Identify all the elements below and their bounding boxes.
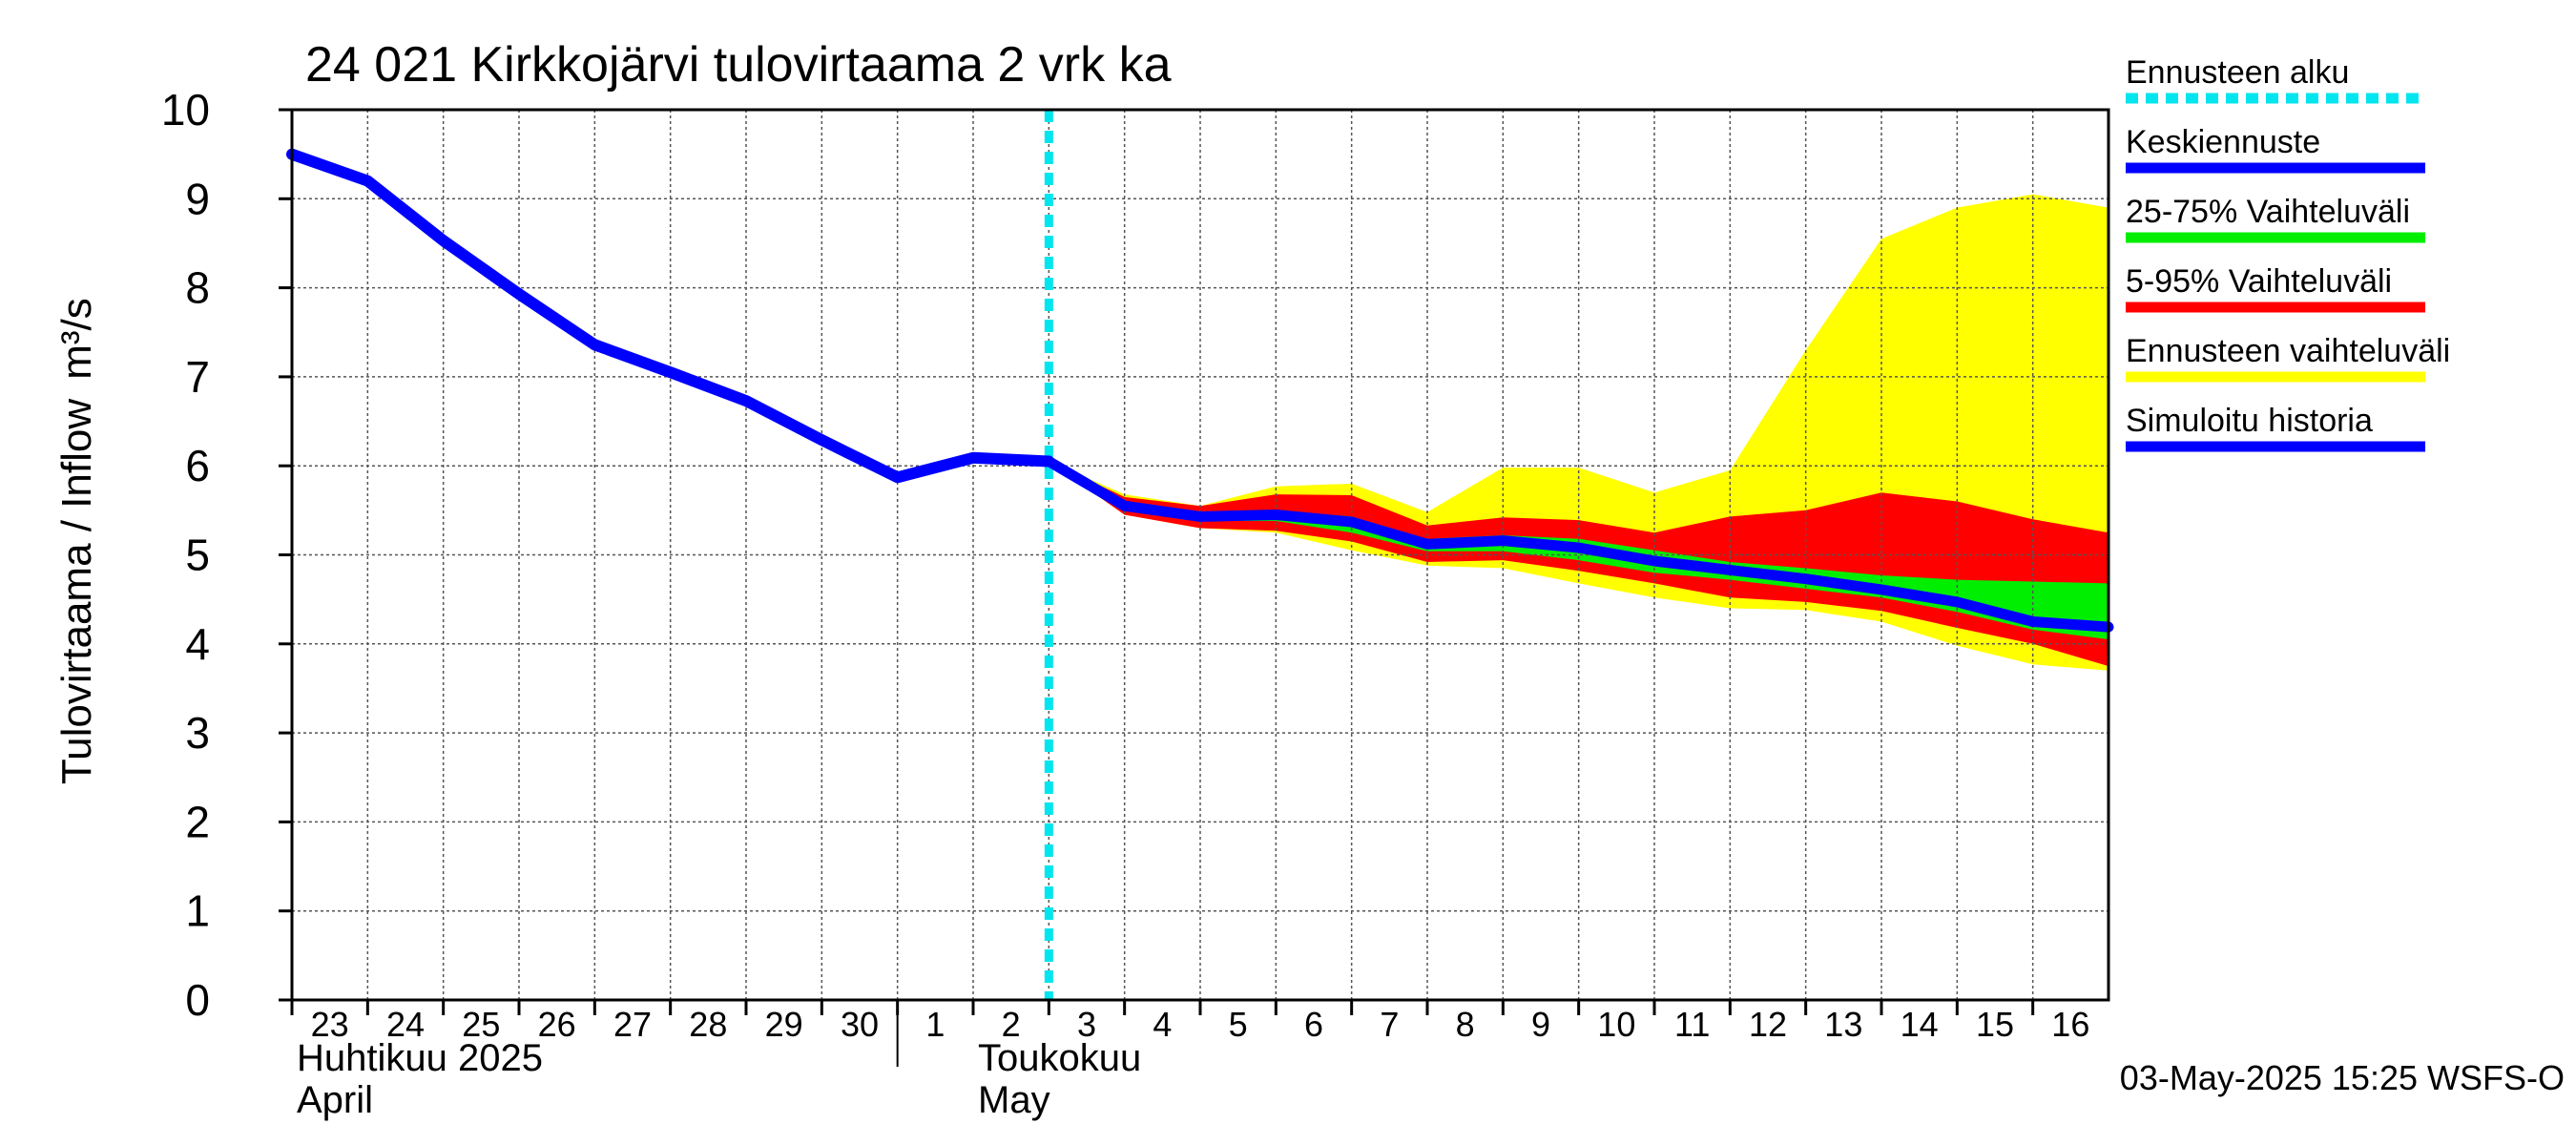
series-lines bbox=[286, 110, 2114, 1000]
legend-label: Simuloitu historia bbox=[2126, 403, 2373, 439]
x-tick-label: 11 bbox=[1674, 1005, 1710, 1044]
y-tick-label: 7 bbox=[185, 352, 210, 402]
legend-label: Keskiennuste bbox=[2126, 124, 2320, 160]
grid-lines bbox=[292, 110, 2109, 1000]
x-tick-label: 9 bbox=[1531, 1005, 1550, 1044]
y-tick-label: 0 bbox=[185, 975, 210, 1025]
median-forecast-line bbox=[1043, 456, 2114, 633]
x-tick-label: 3 bbox=[1077, 1005, 1096, 1044]
x-tick-label: 15 bbox=[1976, 1005, 2014, 1044]
y-tick-label: 2 bbox=[185, 797, 210, 846]
x-axis: 23 24 25 26 27 28 29 30 1 2 3 4 5 6 7 8 9 10 11 12 13 14 15 16H… bbox=[290, 1000, 2089, 1121]
x-tick-label: 6 bbox=[1304, 1005, 1323, 1044]
x-tick-label: 29 bbox=[765, 1005, 803, 1044]
x-tick-label: 10 bbox=[1597, 1005, 1635, 1044]
x-tick-label: 28 bbox=[689, 1005, 727, 1044]
x-tick-label: 14 bbox=[1901, 1005, 1939, 1044]
x-tick-label: 7 bbox=[1380, 1005, 1399, 1044]
y-tick-label: 4 bbox=[185, 619, 210, 669]
x-tick-label: 23 bbox=[311, 1005, 349, 1044]
x-tick-label: 1 bbox=[925, 1005, 945, 1044]
month-label: Huhtikuu 2025 bbox=[297, 1037, 543, 1079]
x-tick-label: 25 bbox=[462, 1005, 500, 1044]
x-tick-label: 4 bbox=[1153, 1005, 1172, 1044]
y-tick-label: 8 bbox=[185, 263, 210, 313]
y-tick-label: 3 bbox=[185, 708, 210, 758]
x-tick-label: 24 bbox=[386, 1005, 425, 1044]
x-tick-label: 27 bbox=[613, 1005, 652, 1044]
x-tick-label: 16 bbox=[2051, 1005, 2089, 1044]
y-axis: 0 1 2 3 4 5 6 7 8 9 10 bbox=[161, 85, 292, 1025]
legend: Ennusteen alku Keskiennuste 25-75% Vaihtel… bbox=[2126, 54, 2450, 452]
x-tick-label: 8 bbox=[1456, 1005, 1475, 1044]
y-tick-label: 6 bbox=[185, 441, 210, 490]
y-tick-label: 5 bbox=[185, 531, 210, 580]
y-tick-label: 10 bbox=[161, 85, 210, 135]
y-axis-unit: m³/s bbox=[53, 298, 100, 380]
x-tick-label: 2 bbox=[1002, 1005, 1021, 1044]
legend-label: 5-95% Vaihteluväli bbox=[2126, 263, 2392, 300]
x-tick-label: 13 bbox=[1824, 1005, 1862, 1044]
chart-title: 24 021 Kirkkojärvi tulovirtaama 2 vrk ka bbox=[305, 37, 1172, 93]
x-tick-label: 5 bbox=[1229, 1005, 1248, 1044]
legend-label: Ennusteen alku bbox=[2126, 54, 2349, 91]
y-tick-label: 1 bbox=[185, 886, 210, 936]
y-axis-label: Tulovirtaama / Inflow bbox=[53, 399, 100, 785]
x-tick-label: 12 bbox=[1749, 1005, 1787, 1044]
legend-label: Ennusteen vaihteluväli bbox=[2126, 333, 2450, 369]
month-label: Toukokuu bbox=[978, 1037, 1141, 1079]
timestamp: 03-May-2025 15:25 WSFS-O bbox=[2120, 1058, 2565, 1097]
x-tick-label: 26 bbox=[538, 1005, 576, 1044]
legend-label: 25-75% Vaihteluväli bbox=[2126, 194, 2410, 230]
month-label-en: May bbox=[978, 1079, 1050, 1121]
y-tick-label: 9 bbox=[185, 174, 210, 223]
simulated-history-line bbox=[286, 148, 1055, 484]
x-tick-label: 30 bbox=[841, 1005, 879, 1044]
month-label-en: April bbox=[297, 1079, 373, 1121]
